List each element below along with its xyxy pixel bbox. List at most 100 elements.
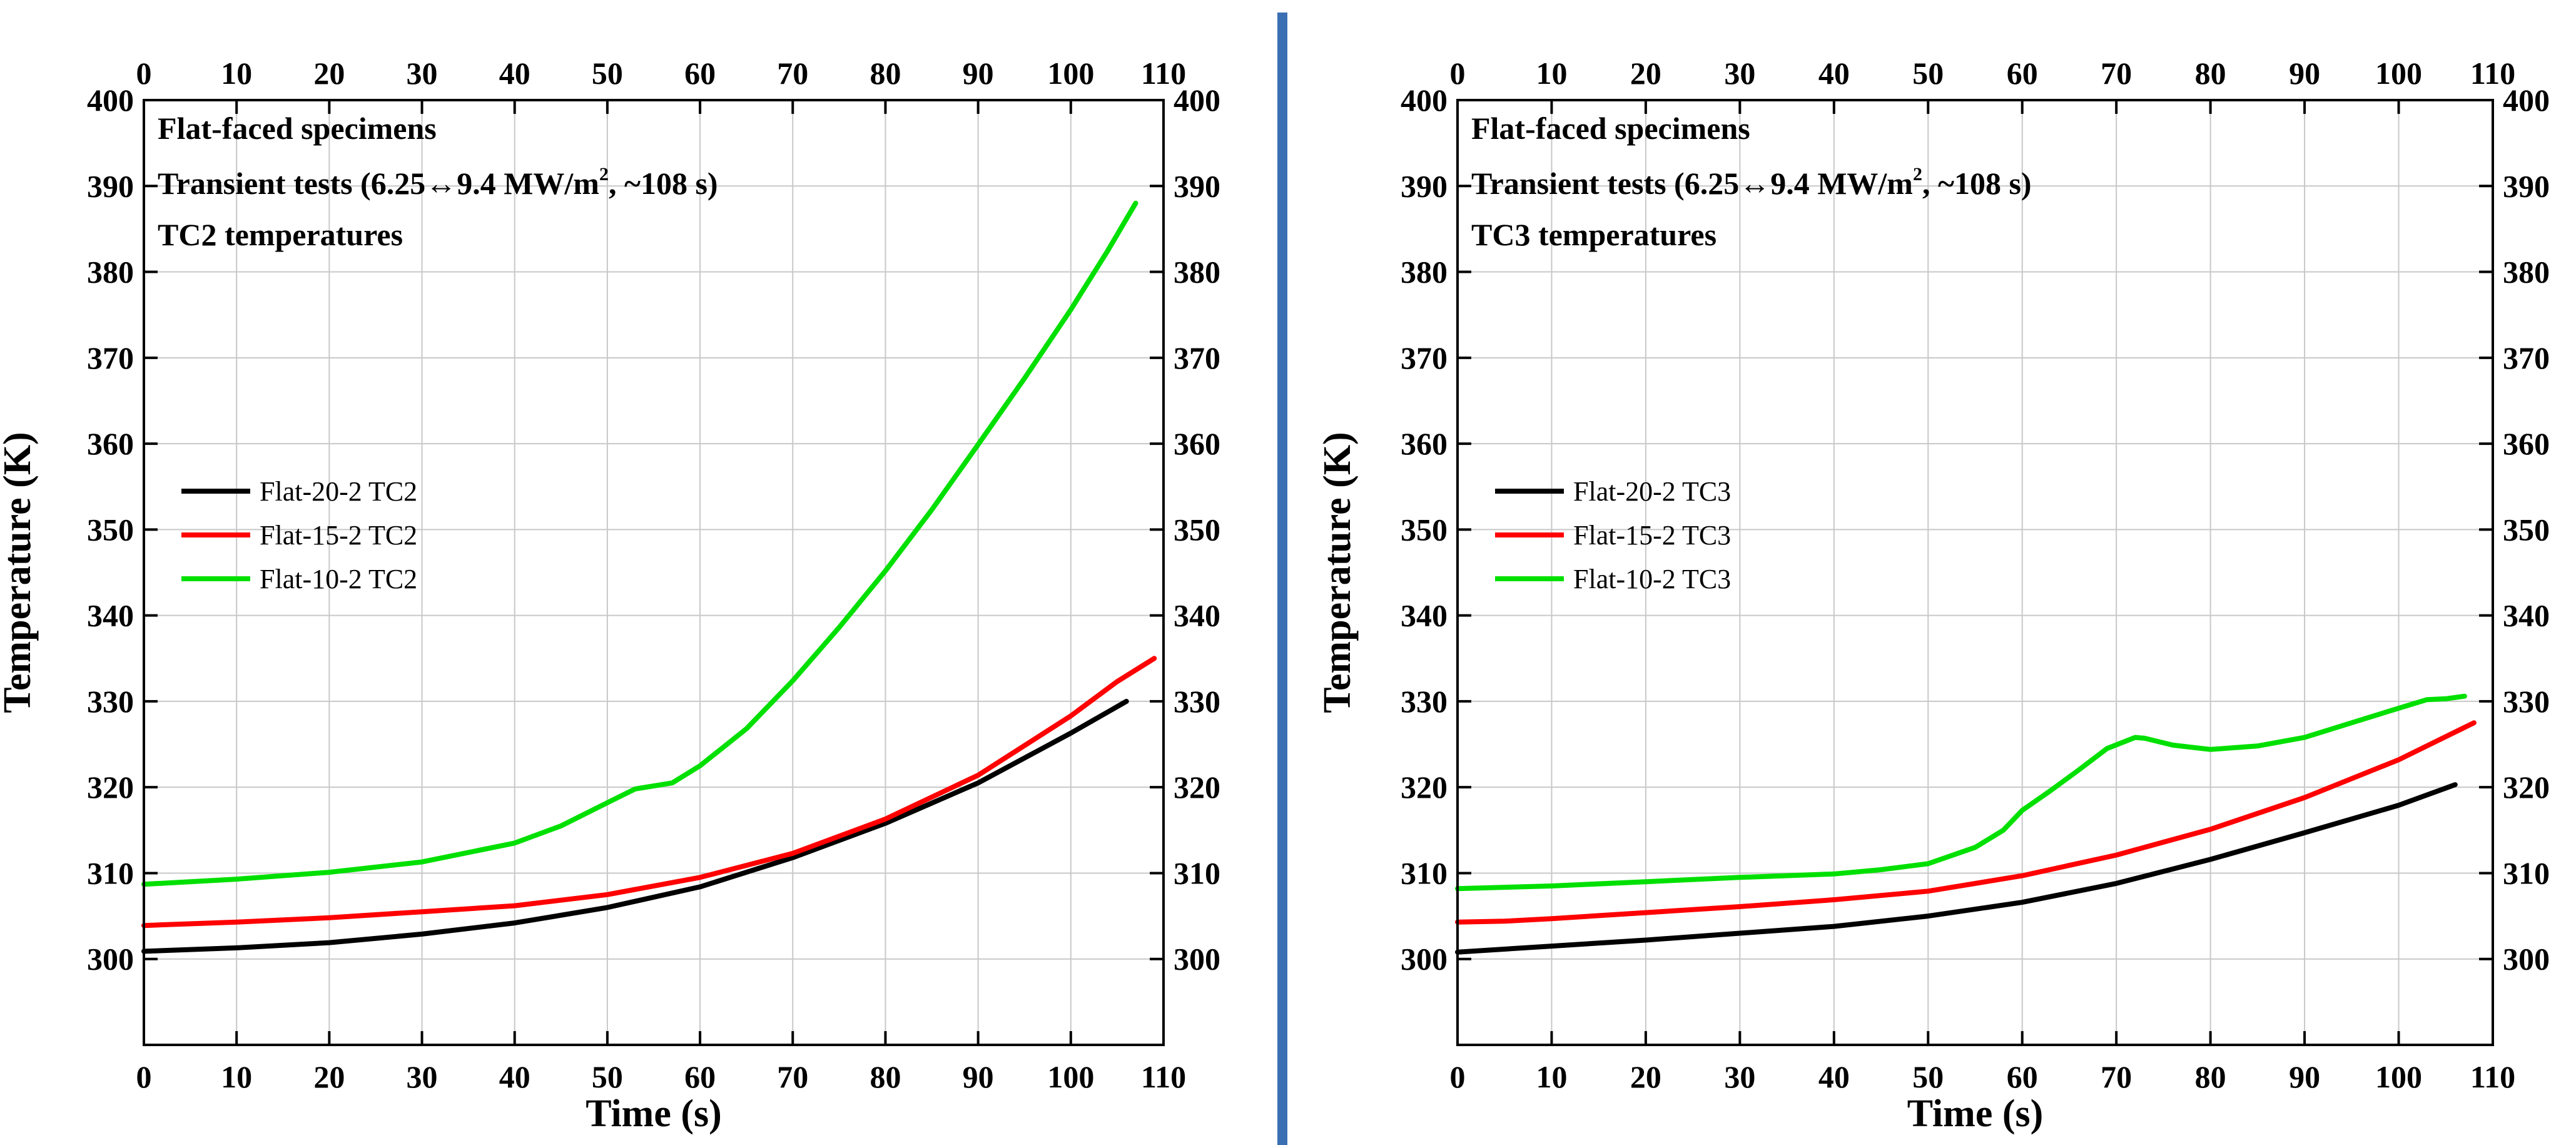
x-tick-label-top: 70 — [777, 56, 808, 91]
y-axis-title: Temperature (K) — [0, 432, 39, 713]
x-tick-label-bottom: 80 — [2195, 1059, 2226, 1094]
y-tick-label-left: 330 — [87, 684, 134, 719]
x-tick-label-bottom: 60 — [2007, 1059, 2038, 1094]
y-tick-label-right: 360 — [2503, 426, 2550, 461]
chart-panel-1: 0 0 10 10 20 20 30 30 40 40 50 50 60 60 70 70 80 80 90 90 10… — [0, 56, 1220, 1135]
y-tick-label-left: 390 — [87, 168, 134, 203]
x-tick-label-top: 0 — [1450, 56, 1466, 91]
x-tick-label-bottom: 30 — [407, 1059, 438, 1094]
x-axis-title: Time (s) — [586, 1092, 722, 1135]
y-tick-label-right: 310 — [2503, 855, 2550, 890]
x-tick-label-top: 90 — [963, 56, 994, 91]
x-tick-label-bottom: 50 — [1912, 1059, 1944, 1094]
x-tick-label-bottom: 50 — [592, 1059, 623, 1094]
y-tick-label-right: 380 — [1174, 255, 1220, 290]
y-tick-label-right: 340 — [2503, 598, 2550, 633]
y-tick-label-left: 300 — [87, 942, 134, 977]
annotation-test-conditions-part: , ~108 s) — [1922, 166, 2032, 201]
x-tick-label-bottom: 60 — [684, 1059, 716, 1094]
y-tick-label-right: 330 — [1174, 684, 1220, 719]
y-axis-title: Temperature (K) — [1316, 432, 1359, 713]
legend-label: Flat-10-2 TC3 — [1573, 564, 1731, 594]
y-tick-label-left: 300 — [1401, 942, 1448, 977]
y-tick-label-left: 390 — [1401, 168, 1448, 203]
legend-label: Flat-15-2 TC3 — [1573, 520, 1731, 551]
y-tick-label-right: 370 — [2503, 340, 2550, 375]
annotation-test-conditions: Transient tests (6.25↔9.4 MW/m2, ~108 s) — [158, 164, 718, 201]
y-tick-label-right: 300 — [2503, 942, 2550, 977]
x-tick-label-top: 60 — [2007, 56, 2038, 91]
x-tick-label-bottom: 20 — [313, 1059, 345, 1094]
y-tick-label-right: 330 — [2503, 684, 2550, 719]
legend-label: Flat-20-2 TC2 — [260, 476, 417, 507]
plot-frame — [1456, 99, 2494, 1046]
x-tick-label-bottom: 10 — [221, 1059, 252, 1094]
x-tick-label-top: 40 — [1818, 56, 1850, 91]
y-tick-label-right: 390 — [1174, 168, 1220, 203]
y-tick-label-left: 400 — [87, 83, 134, 118]
panel-divider — [1277, 13, 1287, 1145]
x-tick-label-top: 60 — [684, 56, 716, 91]
x-tick-label-top: 20 — [313, 56, 345, 91]
y-tick-label-left: 340 — [87, 598, 134, 633]
plot-frame — [143, 99, 1165, 1046]
y-tick-label-left: 350 — [1401, 512, 1448, 547]
y-tick-label-right: 390 — [2503, 168, 2550, 203]
x-tick-label-top: 50 — [592, 56, 623, 91]
x-tick-label-top: 110 — [1141, 56, 1186, 91]
y-tick-label-left: 320 — [1401, 770, 1448, 805]
annotation-superscript: 2 — [599, 164, 609, 185]
series-line-flat-10-2-tc3 — [1455, 693, 2467, 892]
x-tick-label-bottom: 100 — [2375, 1059, 2422, 1094]
legend-label: Flat-20-2 TC3 — [1573, 476, 1731, 507]
legend-label: Flat-10-2 TC2 — [260, 564, 417, 594]
x-tick-label-bottom: 90 — [963, 1059, 994, 1094]
y-tick-label-right: 360 — [1174, 426, 1220, 461]
y-tick-label-left: 380 — [1401, 255, 1448, 290]
annotation-test-conditions-part: , ~108 s) — [609, 166, 718, 201]
x-tick-label-top: 100 — [1047, 56, 1094, 91]
x-tick-label-top: 30 — [1724, 56, 1755, 91]
annotation-test-conditions-part: Transient tests (6.25↔9.4 MW/m — [1471, 166, 1913, 201]
y-tick-label-right: 370 — [1174, 340, 1220, 375]
x-tick-label-top: 70 — [2101, 56, 2132, 91]
x-tick-label-top: 30 — [407, 56, 438, 91]
annotation-specimens: Flat-faced specimens — [1471, 111, 1750, 146]
x-tick-label-top: 80 — [2195, 56, 2226, 91]
y-tick-label-left: 380 — [87, 255, 134, 290]
annotation-superscript: 2 — [1913, 164, 1922, 185]
x-tick-label-top: 40 — [499, 56, 530, 91]
x-tick-label-top: 100 — [2375, 56, 2422, 91]
y-tick-label-left: 310 — [87, 855, 134, 890]
x-tick-label-bottom: 30 — [1724, 1059, 1755, 1094]
y-tick-label-left: 330 — [1401, 684, 1448, 719]
y-tick-label-right: 350 — [2503, 512, 2550, 547]
x-tick-label-bottom: 10 — [1536, 1059, 1567, 1094]
x-tick-label-top: 90 — [2289, 56, 2320, 91]
x-tick-label-top: 0 — [136, 56, 152, 91]
x-tick-label-bottom: 100 — [1047, 1059, 1094, 1094]
chart-panel-2: 0 0 10 10 20 20 30 30 40 40 50 50 60 60 70 70 80 80 90 90 10… — [1316, 56, 2550, 1135]
y-tick-label-right: 310 — [1174, 855, 1220, 890]
y-tick-label-left: 320 — [87, 770, 134, 805]
y-tick-label-left: 400 — [1401, 83, 1448, 118]
annotation-test-conditions: Transient tests (6.25↔9.4 MW/m2, ~108 s) — [1471, 164, 2032, 201]
x-tick-label-top: 20 — [1630, 56, 1661, 91]
annotation-tc-label: TC3 temperatures — [1471, 217, 1716, 252]
x-tick-label-bottom: 110 — [2470, 1059, 2515, 1094]
y-tick-label-right: 340 — [1174, 598, 1220, 633]
y-tick-label-right: 320 — [2503, 770, 2550, 805]
x-tick-label-bottom: 40 — [499, 1059, 530, 1094]
x-tick-label-bottom: 70 — [2101, 1059, 2132, 1094]
y-tick-label-left: 360 — [1401, 426, 1448, 461]
y-tick-label-left: 360 — [87, 426, 134, 461]
x-tick-label-bottom: 40 — [1818, 1059, 1850, 1094]
y-tick-label-right: 350 — [1174, 512, 1220, 547]
series-line-flat-10-2-tc2 — [141, 200, 1138, 887]
y-tick-label-right: 380 — [2503, 255, 2550, 290]
x-tick-label-top: 10 — [1536, 56, 1567, 91]
y-tick-label-right: 320 — [1174, 770, 1220, 805]
annotation-test-conditions-part: Transient tests (6.25↔9.4 MW/m — [158, 166, 599, 201]
y-tick-label-left: 340 — [1401, 598, 1448, 633]
